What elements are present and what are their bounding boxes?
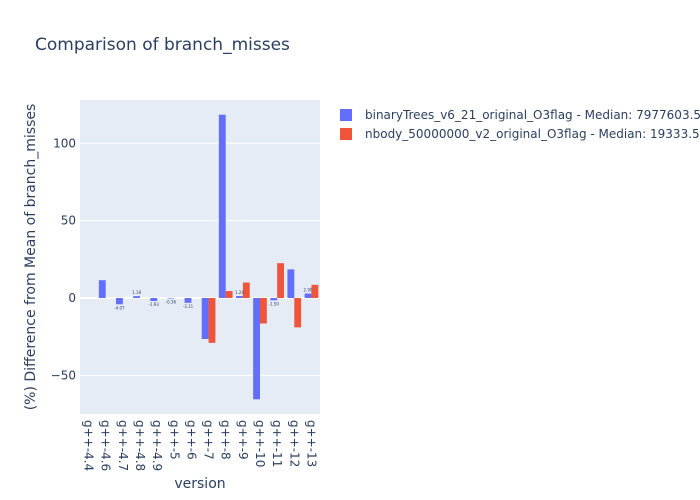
- bar-data-label: -1.50: [269, 301, 280, 306]
- x-tick-label: g++-12: [287, 420, 301, 467]
- y-axis-title: (%) Difference from Mean of branch_misse…: [23, 104, 39, 411]
- bars: [98, 114, 319, 400]
- bar[interactable]: [260, 297, 267, 324]
- x-tick-label: g++-6: [184, 420, 198, 460]
- bar[interactable]: [253, 297, 260, 400]
- x-tick-label: g++-8: [219, 420, 233, 460]
- bar[interactable]: [218, 114, 226, 298]
- y-tick-label: 50: [61, 214, 76, 228]
- bar[interactable]: [287, 269, 295, 298]
- bar[interactable]: [167, 297, 175, 299]
- bar-data-label: 1.18: [132, 290, 141, 295]
- legend[interactable]: binaryTrees_v6_21_original_O3flag - Medi…: [340, 108, 700, 141]
- x-tick-label: g++-7: [202, 420, 216, 460]
- legend-swatch[interactable]: [340, 109, 352, 121]
- x-tick-label: g++-10: [253, 420, 267, 467]
- chart-title: Comparison of branch_misses: [35, 35, 290, 55]
- bar-data-label: 1.24: [235, 290, 244, 295]
- bar-data-label: -1.93: [149, 302, 160, 307]
- y-tick-label: 0: [68, 291, 76, 305]
- x-axis-title: version: [174, 476, 225, 492]
- bar[interactable]: [184, 297, 192, 303]
- bar[interactable]: [236, 296, 243, 298]
- x-tick-label: g++-5: [167, 420, 181, 460]
- bar-data-label: -4.07: [114, 305, 125, 310]
- data-labels: -4.07 1.18 -1.93 -0.36 -3.11 1.24 -1.50 2.90: [114, 288, 313, 311]
- legend-label[interactable]: nbody_50000000_v2_original_O3flag - Medi…: [365, 127, 700, 141]
- bar[interactable]: [98, 280, 106, 298]
- plot-area: [80, 100, 320, 414]
- bar[interactable]: [150, 297, 158, 301]
- bar[interactable]: [201, 297, 209, 339]
- y-tick-label: −50: [51, 368, 76, 382]
- y-axis-ticks: −50 0 50 100: [51, 136, 76, 382]
- x-tick-label: g++-4.8: [133, 420, 147, 471]
- bar[interactable]: [304, 293, 312, 298]
- bar[interactable]: [208, 297, 216, 343]
- bar[interactable]: [225, 291, 233, 298]
- x-tick-label: g++-4.9: [150, 420, 164, 471]
- x-tick-label: g++-4.6: [99, 420, 113, 471]
- x-tick-label: g++-4.7: [116, 420, 130, 471]
- bar[interactable]: [270, 297, 278, 301]
- bar[interactable]: [311, 284, 319, 298]
- x-tick-label: g++-4.4: [82, 420, 96, 471]
- legend-swatch[interactable]: [340, 128, 352, 140]
- bar[interactable]: [133, 296, 140, 298]
- bar[interactable]: [116, 297, 123, 305]
- bar[interactable]: [277, 263, 284, 298]
- x-axis-ticks: g++-4.4 g++-4.6 g++-4.7 g++-4.8 g++-4.9 g++-5…: [82, 420, 319, 471]
- bar-data-label: 2.90: [304, 288, 313, 293]
- bar[interactable]: [294, 297, 302, 328]
- bar-data-label: -3.11: [183, 304, 194, 309]
- x-tick-label: g++-9: [236, 420, 250, 460]
- x-tick-label: g++-13: [304, 420, 318, 467]
- bar[interactable]: [242, 282, 250, 298]
- bar-data-label: -0.36: [166, 300, 177, 305]
- y-tick-label: 100: [53, 136, 76, 150]
- x-tick-label: g++-11: [270, 420, 284, 467]
- legend-label[interactable]: binaryTrees_v6_21_original_O3flag - Medi…: [365, 108, 700, 122]
